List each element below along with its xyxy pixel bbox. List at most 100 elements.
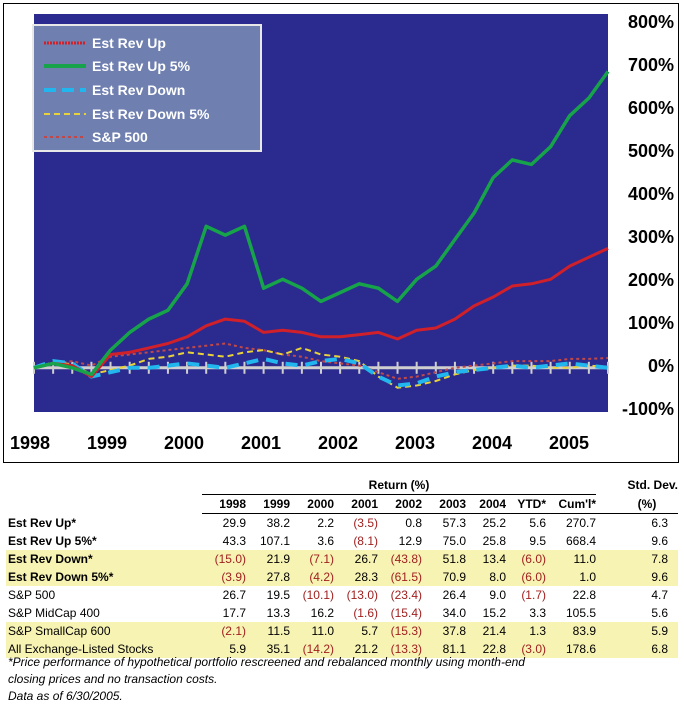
legend-item-sp500: S&P 500 bbox=[34, 128, 260, 148]
y-tick-label: 500% bbox=[627, 141, 674, 161]
table-cell: 27.8 bbox=[246, 568, 290, 586]
legend-label-sp500: S&P 500 bbox=[92, 129, 148, 145]
table-cell: 75.0 bbox=[442, 534, 466, 548]
legend-item-est-rev-up: Est Rev Up bbox=[34, 34, 260, 54]
table-cell: 5.7 bbox=[334, 622, 378, 640]
y-tick-label: -100% bbox=[621, 399, 674, 419]
legend-swatch-est-rev-up-5 bbox=[44, 64, 86, 68]
table-corner bbox=[6, 495, 202, 514]
table-cell: 5.6 bbox=[529, 516, 546, 530]
series-line-est-rev-down-5- bbox=[33, 346, 609, 389]
table-row: Est Rev Up 5%* 43.3 107.1 3.6 (8.1) 12.9 75.0 2… bbox=[6, 532, 678, 550]
x-tick-label: 2003 bbox=[394, 433, 436, 453]
chart-legend: Est Rev Up Est Rev Up 5% Est Rev Down Es… bbox=[32, 24, 262, 152]
table-cell: 13.3 bbox=[266, 606, 290, 620]
table-cell: 57.3 bbox=[442, 516, 466, 530]
table-cell: 1.3 bbox=[506, 622, 546, 640]
table-cell: 105.5 bbox=[565, 606, 596, 620]
x-tick-label: 1999 bbox=[86, 433, 128, 453]
std-dev-cell: 6.8 bbox=[596, 640, 678, 658]
column-header: 2001 bbox=[334, 494, 378, 514]
table-cell: 178.6 bbox=[546, 640, 596, 658]
table-cell: (23.4) bbox=[390, 588, 422, 602]
chart-frame: Est Rev Up Est Rev Up 5% Est Rev Down Es… bbox=[3, 3, 679, 463]
table-cell: 17.7 bbox=[222, 606, 246, 620]
y-tick-label: 300% bbox=[627, 227, 674, 247]
x-tick-label: 2000 bbox=[163, 433, 205, 453]
footnote-line-3: Data as of 6/30/2005. bbox=[8, 689, 123, 703]
std-dev-cell: 5.9 bbox=[596, 622, 678, 640]
table-cell: 16.2 bbox=[310, 606, 334, 620]
table-cell: 11.5 bbox=[246, 622, 290, 640]
table-cell: (6.0) bbox=[506, 568, 546, 586]
table-cell: 11.0 bbox=[546, 550, 596, 568]
table-row: S&P 500 26.7 19.5 (10.1) (13.0) (23.4) 26.4 9.0… bbox=[6, 586, 678, 604]
y-tick-label: 700% bbox=[627, 55, 674, 75]
series-line-est-rev-up-5- bbox=[33, 70, 610, 377]
table-cell: 83.9 bbox=[546, 622, 596, 640]
table-cell: (1.7) bbox=[521, 588, 546, 602]
table-row: Est Rev Down 5%* (3.9) 27.8 (4.2) 28.3 (61.5)… bbox=[6, 568, 678, 586]
table-cell: (15.3) bbox=[378, 622, 422, 640]
table-cell: 37.8 bbox=[422, 622, 466, 640]
std-dev-header: Std. Dev. bbox=[627, 478, 678, 493]
x-tick-label: 1998 bbox=[9, 433, 51, 453]
y-tick-label: 200% bbox=[627, 270, 674, 290]
y-tick-label: 600% bbox=[627, 98, 674, 118]
table-cell: (4.2) bbox=[290, 568, 334, 586]
table-cell: (8.1) bbox=[353, 534, 378, 548]
table-cell: 25.2 bbox=[482, 516, 506, 530]
y-tick-label: 0% bbox=[647, 356, 674, 376]
table-cell: 107.1 bbox=[259, 534, 290, 548]
legend-swatch-est-rev-down-5 bbox=[44, 113, 86, 115]
footnote-line-2: closing prices and no transaction costs. bbox=[8, 672, 218, 686]
table-cell: 22.8 bbox=[466, 640, 506, 658]
x-tick-label: 2001 bbox=[240, 433, 282, 453]
table-cell: 25.8 bbox=[482, 534, 506, 548]
table-cell: 26.7 bbox=[334, 550, 378, 568]
table-cell: 12.9 bbox=[398, 534, 422, 548]
x-tick-label: 2005 bbox=[548, 433, 590, 453]
std-dev-cell: 5.6 bbox=[651, 606, 668, 620]
returns-table: Return (%) Std. Dev. 1998 1999 2000 2001… bbox=[6, 476, 678, 658]
table-body: Est Rev Up* 29.9 38.2 2.2 (3.5) 0.8 57.3 25.2 5.… bbox=[6, 514, 678, 658]
table-cell: (14.2) bbox=[290, 640, 334, 658]
table-cell: 38.2 bbox=[266, 516, 290, 530]
series-line-est-rev-up bbox=[33, 247, 609, 379]
column-header: 2002 bbox=[378, 494, 422, 514]
std-dev-cell: 4.7 bbox=[651, 588, 668, 602]
table-row: Est Rev Up* 29.9 38.2 2.2 (3.5) 0.8 57.3 25.2 5.… bbox=[6, 514, 678, 533]
table-cell: (7.1) bbox=[290, 550, 334, 568]
table-cell: 2.2 bbox=[317, 516, 334, 530]
table-cell: 15.2 bbox=[482, 606, 506, 620]
x-tick-label: 2002 bbox=[317, 433, 359, 453]
series-line-s-p-500 bbox=[33, 342, 609, 380]
table-row: Est Rev Down* (15.0) 21.9 (7.1) 26.7 (43.8) 51… bbox=[6, 550, 678, 568]
legend-item-est-rev-up-5: Est Rev Up 5% bbox=[34, 57, 260, 77]
legend-label-est-rev-up-5: Est Rev Up 5% bbox=[92, 58, 191, 74]
table-cell: (3.9) bbox=[202, 568, 246, 586]
table-cell: 0.8 bbox=[405, 516, 422, 530]
std-dev-unit-header: (%) bbox=[596, 494, 678, 514]
y-tick-label: 400% bbox=[627, 184, 674, 204]
table-cell: 5.9 bbox=[202, 640, 246, 658]
table-cell: (3.0) bbox=[506, 640, 546, 658]
legend-label-est-rev-up: Est Rev Up bbox=[92, 35, 166, 51]
table-cell: 3.3 bbox=[529, 606, 546, 620]
row-label: S&P SmallCap 600 bbox=[6, 622, 202, 640]
table-cell: 11.0 bbox=[290, 622, 334, 640]
table-cell: (43.8) bbox=[378, 550, 422, 568]
table-cell: 270.7 bbox=[565, 516, 596, 530]
table-cell: 19.5 bbox=[266, 588, 290, 602]
table-cell: (15.4) bbox=[390, 606, 422, 620]
table-cell: (15.0) bbox=[202, 550, 246, 568]
table-cell: (13.0) bbox=[346, 588, 378, 602]
row-label: All Exchange-Listed Stocks bbox=[6, 640, 202, 658]
legend-swatch-est-rev-down bbox=[44, 88, 86, 92]
column-header: 2000 bbox=[290, 494, 334, 514]
table-cell: 51.8 bbox=[422, 550, 466, 568]
table-cell: 28.3 bbox=[334, 568, 378, 586]
table-cell: 3.6 bbox=[317, 534, 334, 548]
table-cell: 21.9 bbox=[246, 550, 290, 568]
std-dev-cell: 9.6 bbox=[596, 568, 678, 586]
